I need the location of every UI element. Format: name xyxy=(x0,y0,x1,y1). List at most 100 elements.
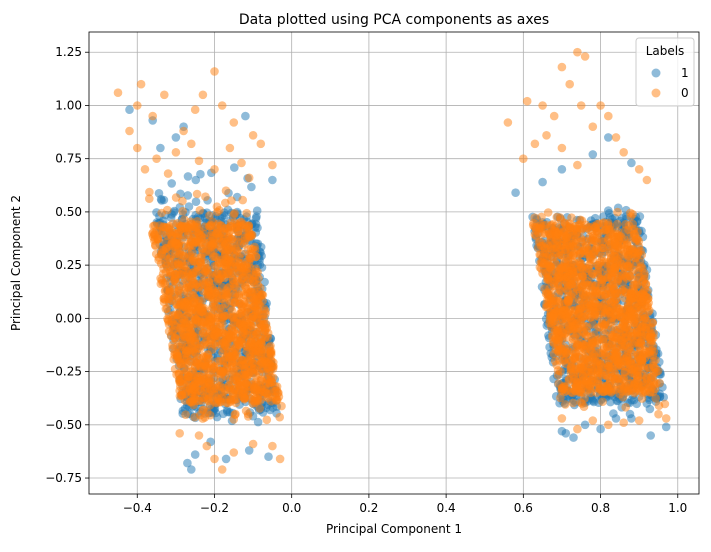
point-series-0 xyxy=(595,219,604,228)
point-series-0 xyxy=(611,133,621,142)
point-series-0 xyxy=(519,154,528,163)
point-series-0 xyxy=(140,165,150,174)
point-series-0 xyxy=(604,241,613,251)
point-series-1 xyxy=(196,169,205,179)
point-series-0 xyxy=(635,338,644,347)
point-series-0 xyxy=(561,400,570,409)
point-series-0 xyxy=(255,404,264,413)
x-tick-label: −0.2 xyxy=(200,501,229,515)
point-series-0 xyxy=(593,357,602,366)
point-series-0 xyxy=(590,298,599,307)
point-series-0 xyxy=(197,296,207,305)
point-series-0 xyxy=(241,224,251,233)
point-series-0 xyxy=(588,320,597,329)
point-series-0 xyxy=(623,384,633,393)
point-series-0 xyxy=(603,273,612,283)
point-series-1 xyxy=(247,182,256,192)
point-series-0 xyxy=(220,311,230,321)
point-series-0 xyxy=(239,360,248,370)
point-series-0 xyxy=(170,364,180,374)
point-series-0 xyxy=(634,165,644,174)
point-series-0 xyxy=(627,292,636,301)
point-series-1 xyxy=(183,458,192,468)
point-series-0 xyxy=(243,412,253,421)
point-series-0 xyxy=(209,296,218,306)
point-series-0 xyxy=(588,416,598,425)
point-series-0 xyxy=(610,385,620,395)
point-series-0 xyxy=(622,238,632,248)
point-series-0 xyxy=(232,329,241,339)
point-series-0 xyxy=(570,221,580,231)
point-series-0 xyxy=(163,294,173,304)
legend-label-series-0: 0 xyxy=(681,86,689,100)
point-series-0 xyxy=(231,394,241,404)
x-tick-label: 1.0 xyxy=(668,501,687,515)
point-series-0 xyxy=(592,338,601,348)
point-series-0 xyxy=(589,312,599,321)
point-series-0 xyxy=(661,414,671,423)
point-series-0 xyxy=(239,370,249,380)
point-series-0 xyxy=(268,441,277,451)
point-series-0 xyxy=(246,335,256,344)
point-series-0 xyxy=(566,251,575,260)
point-series-0 xyxy=(553,296,563,306)
point-series-0 xyxy=(253,383,262,392)
point-series-0 xyxy=(229,298,238,307)
point-series-1 xyxy=(659,392,668,402)
point-series-0 xyxy=(258,326,268,335)
point-series-0 xyxy=(254,347,264,357)
point-series-1 xyxy=(244,446,254,455)
point-series-0 xyxy=(192,189,202,199)
point-series-0 xyxy=(151,240,160,250)
point-series-0 xyxy=(585,253,595,262)
point-series-0 xyxy=(173,342,182,351)
point-series-0 xyxy=(598,350,607,360)
point-series-0 xyxy=(171,193,181,202)
point-series-0 xyxy=(245,350,254,360)
point-series-0 xyxy=(573,266,582,276)
point-series-0 xyxy=(615,304,624,314)
point-series-0 xyxy=(182,355,191,365)
point-series-0 xyxy=(225,233,234,242)
point-series-0 xyxy=(637,250,647,260)
point-series-0 xyxy=(568,334,578,344)
point-series-0 xyxy=(599,299,609,309)
point-series-0 xyxy=(195,206,205,215)
point-series-0 xyxy=(531,223,541,232)
point-series-1 xyxy=(183,191,193,200)
point-series-0 xyxy=(193,228,202,237)
point-series-0 xyxy=(604,233,613,243)
point-series-0 xyxy=(613,240,622,250)
point-series-0 xyxy=(240,233,250,242)
point-series-0 xyxy=(179,332,189,342)
point-series-0 xyxy=(609,254,619,264)
point-series-0 xyxy=(576,101,586,110)
point-series-0 xyxy=(244,258,254,267)
point-series-0 xyxy=(625,263,635,272)
point-series-0 xyxy=(585,288,595,297)
point-series-0 xyxy=(544,275,553,284)
point-series-0 xyxy=(236,378,245,387)
point-series-0 xyxy=(503,118,513,127)
point-series-0 xyxy=(255,283,265,293)
point-series-0 xyxy=(133,101,142,110)
point-series-0 xyxy=(660,399,670,409)
point-series-0 xyxy=(595,248,605,258)
point-series-0 xyxy=(621,403,630,412)
point-series-1 xyxy=(187,465,196,474)
point-series-0 xyxy=(595,322,604,332)
point-series-0 xyxy=(221,299,230,309)
point-series-0 xyxy=(275,454,285,464)
point-series-0 xyxy=(251,264,260,274)
point-series-0 xyxy=(568,398,578,408)
point-series-0 xyxy=(161,259,170,268)
point-series-0 xyxy=(181,410,190,420)
point-series-0 xyxy=(624,221,634,230)
x-tick-label: 0.2 xyxy=(359,501,378,515)
point-series-0 xyxy=(543,208,553,217)
point-series-0 xyxy=(602,370,611,380)
point-series-0 xyxy=(549,305,559,314)
point-series-1 xyxy=(580,420,590,430)
point-series-0 xyxy=(156,279,166,289)
point-series-0 xyxy=(640,274,649,284)
